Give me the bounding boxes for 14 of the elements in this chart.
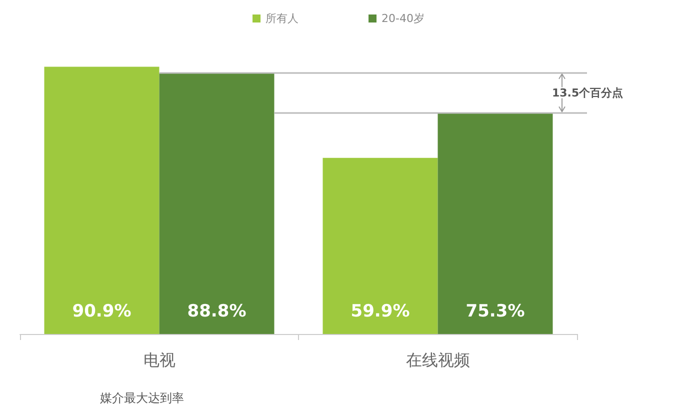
x-tick-label: 在线视频 [406, 350, 470, 370]
bar [44, 66, 160, 334]
data-label: 59.9% [350, 302, 410, 322]
bar [159, 72, 274, 334]
x-tick-label: 电视 [143, 350, 176, 370]
bar [438, 112, 553, 334]
data-label: 90.9% [72, 302, 132, 322]
legend-label: 所有人 [266, 12, 299, 25]
annotation: 13.5个百分点 [552, 86, 624, 100]
data-label: 88.8% [187, 302, 246, 322]
data-label: 75.3% [466, 302, 525, 322]
bar [322, 158, 438, 334]
legend-label: 20-40岁 [382, 12, 424, 25]
x-axis-title: 媒介最大达到率 [100, 391, 184, 404]
